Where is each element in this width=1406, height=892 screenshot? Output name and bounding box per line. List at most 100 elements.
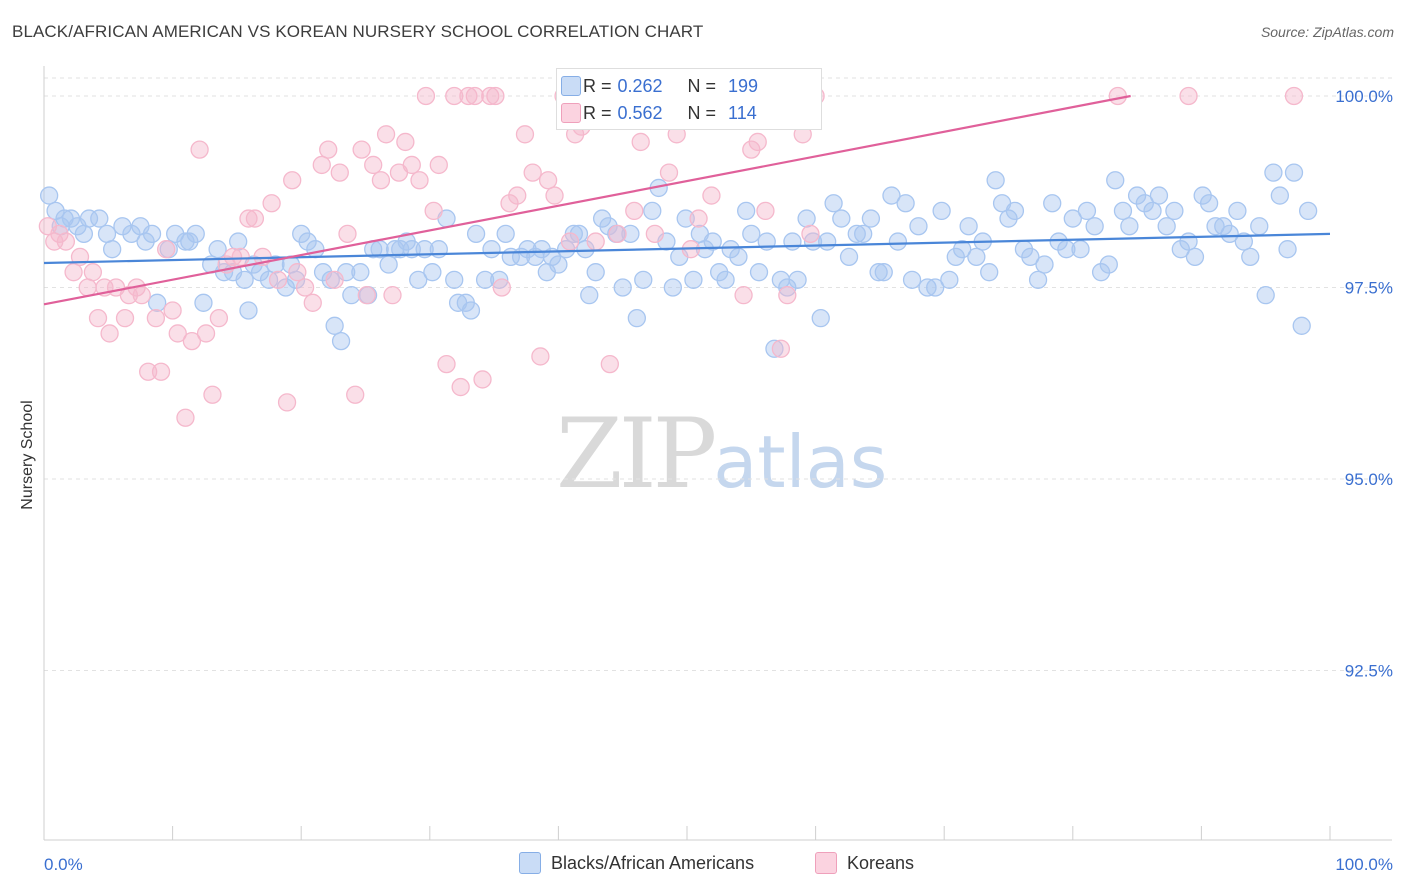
point-blacks [1099,255,1118,274]
point-koreans [801,224,820,244]
point-blacks [445,270,464,289]
point-blacks [482,240,501,259]
point-koreans [357,286,376,305]
y-tick-label: 95.0% [1345,470,1393,489]
point-blacks [1220,224,1239,244]
point-blacks [918,278,937,297]
legend-r-label: R = [583,102,612,123]
point-koreans [119,286,139,305]
point-blacks [576,240,595,259]
point-blacks [1199,194,1219,213]
point-blacks [1179,232,1198,251]
point-blacks [1270,186,1289,205]
point-koreans [689,209,708,228]
point-koreans [702,186,721,205]
point-koreans [756,201,775,221]
point-koreans [531,347,550,366]
point-koreans [437,354,456,374]
point-koreans [659,163,679,182]
legend-r-label: R = [583,75,612,96]
point-blacks [1292,316,1311,335]
point-blacks [1113,201,1133,221]
trendline-koreans [43,94,1131,306]
point-koreans [631,132,650,152]
point-blacks [932,201,951,221]
point-blacks [839,247,859,267]
point-koreans [132,286,151,305]
point-blacks [1071,240,1090,259]
point-blacks [142,224,162,244]
point-blacks [321,270,340,289]
point-blacks [1077,201,1097,221]
point-blacks [869,263,888,282]
point-blacks [721,240,740,259]
point-koreans [523,163,542,182]
point-koreans [771,339,791,358]
point-koreans [168,324,187,343]
point-blacks [1085,217,1104,236]
point-koreans [176,408,195,427]
point-koreans [492,278,511,297]
y-tick-label: 100.0% [1335,87,1393,106]
bottom-legend-blacks: Blacks/African Americans [519,852,754,874]
point-blacks [888,232,908,251]
chart-title: BLACK/AFRICAN AMERICAN VS KOREAN NURSERY… [12,22,704,41]
point-koreans [146,308,166,328]
point-blacks [306,240,325,259]
point-koreans [515,125,535,144]
point-koreans [625,201,644,221]
point-blacks [1143,201,1162,221]
point-koreans [325,270,344,289]
point-blacks [882,186,901,205]
point-blacks [1091,263,1111,282]
point-blacks [103,240,122,259]
point-blacks [953,240,972,259]
point-koreans [778,286,797,305]
point-blacks [634,270,653,289]
point-koreans [245,209,265,228]
point-blacks [742,224,761,244]
bottom-legend-label-koreans: Koreans [847,852,915,873]
point-blacks [1106,171,1125,190]
point-blacks [940,270,959,289]
point-blacks [1206,217,1225,236]
point-koreans [319,140,338,159]
bottom-legend-label-blacks: Blacks/African Americans [551,852,755,873]
point-blacks [148,293,167,312]
point-blacks [613,278,632,297]
point-koreans [151,362,171,381]
point-blacks [342,286,361,305]
watermark-zip: ZIP [556,398,717,510]
y-tick-label: 97.5% [1345,279,1393,298]
point-blacks [1250,217,1269,236]
watermark-atlas: atlas [713,420,888,504]
legend-swatch-blacks [561,76,581,96]
point-blacks [532,240,551,259]
point-blacks [874,263,893,282]
point-koreans [283,171,302,190]
point-blacks [466,224,486,244]
point-blacks [847,224,866,244]
point-koreans [190,140,209,159]
point-koreans [445,86,464,106]
point-koreans [277,393,297,412]
point-blacks [1171,240,1190,259]
legend-row-koreans: R = 0.562 N = 114 [561,102,757,124]
point-blacks [811,308,830,328]
point-blacks [909,217,928,236]
point-blacks [818,232,837,251]
legend-row-blacks: R = 0.262 N = 199 [561,75,758,97]
point-blacks [351,263,370,282]
x-tick-label-left: 0.0% [44,855,83,874]
point-blacks [402,240,421,259]
point-blacks [716,270,735,289]
point-blacks [1278,240,1297,259]
point-blacks [1228,201,1247,221]
point-koreans [500,194,519,213]
point-koreans [586,232,605,251]
point-blacks [276,278,295,297]
point-koreans [312,155,331,175]
point-blacks [1149,186,1169,205]
point-blacks [676,209,695,228]
